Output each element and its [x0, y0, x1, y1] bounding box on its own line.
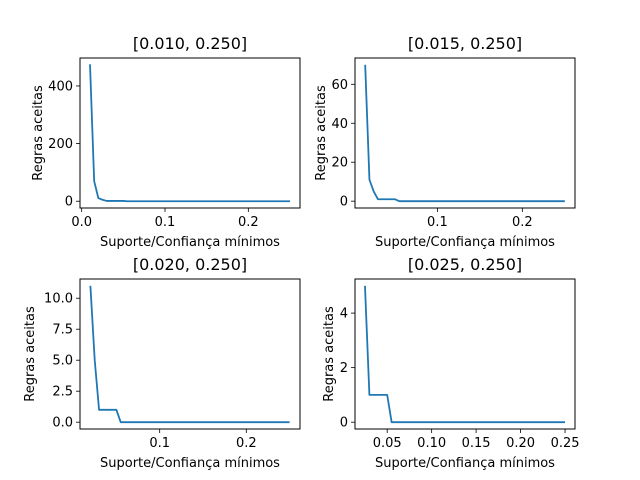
subplot-bottom-right: 0.05 0.10 0.15 0.20 0.25 0 2 4 [0.025, 0.250] Sup… — [322, 255, 580, 471]
x-tick-label: 0.1 — [427, 215, 448, 230]
plot-frame — [354, 57, 576, 209]
y-tick-label: 200 — [48, 137, 73, 152]
plot-frame — [79, 57, 301, 209]
y-axis-label: Regras aceitas — [314, 85, 329, 181]
plot-frame — [354, 278, 576, 430]
x-tick-label: 0.05 — [373, 436, 402, 451]
plot-frame — [79, 278, 301, 430]
y-tick-label: 4 — [340, 307, 348, 322]
subplot-top-left: 0.0 0.1 0.2 0 200 400 [0.010, 0.250] Suporte/Co… — [31, 34, 301, 250]
y-tick-label: 40 — [331, 117, 348, 132]
y-tick-label: 7.5 — [52, 323, 73, 338]
chart-title: [0.025, 0.250] — [408, 255, 522, 274]
x-tick-label: 0.2 — [238, 215, 259, 230]
y-tick-label: 5.0 — [52, 354, 73, 369]
y-tick-label: 0 — [65, 195, 73, 210]
series-line — [364, 285, 566, 424]
x-axis-label: Suporte/Confiança mínimos — [100, 456, 280, 471]
y-tick-label: 2.5 — [52, 385, 73, 400]
y-tick-label: 400 — [48, 79, 73, 94]
x-axis-label: Suporte/Confiança mínimos — [375, 456, 555, 471]
y-tick-label: 0.0 — [52, 416, 73, 431]
x-tick-label: 0.2 — [236, 436, 257, 451]
chart-title: [0.010, 0.250] — [133, 34, 247, 53]
x-tick-label: 0.20 — [506, 436, 535, 451]
y-axis-label: Regras aceitas — [31, 85, 46, 181]
subplot-top-right: 0.1 0.2 0 20 40 60 [0.015, 0.250] Suporte/Confi… — [314, 34, 576, 250]
x-tick-label: 0.0 — [71, 215, 92, 230]
x-tick-label: 0.15 — [462, 436, 491, 451]
y-tick-label: 10.0 — [44, 292, 73, 307]
y-tick-label: 0 — [340, 416, 348, 431]
y-tick-label: 20 — [331, 156, 348, 171]
y-axis-label: Regras aceitas — [322, 306, 337, 402]
chart-title: [0.015, 0.250] — [408, 34, 522, 53]
x-axis-label: Suporte/Confiança mínimos — [100, 235, 280, 250]
x-axis-label: Suporte/Confiança mínimos — [375, 235, 555, 250]
y-tick-label: 60 — [331, 78, 348, 93]
y-axis-label: Regras aceitas — [23, 306, 38, 402]
subplot-bottom-left: 0.1 0.2 0.0 2.5 5.0 7.5 10.0 [0.020, 0.250] Supo… — [23, 255, 301, 471]
x-tick-label: 0.10 — [417, 436, 446, 451]
y-tick-label: 2 — [340, 361, 348, 376]
x-tick-label: 0.1 — [155, 215, 176, 230]
y-tick-label: 0 — [340, 195, 348, 210]
x-tick-label: 0.1 — [149, 436, 170, 451]
x-tick-label: 0.2 — [512, 215, 533, 230]
series-line — [89, 64, 290, 203]
x-tick-label: 0.25 — [551, 436, 580, 451]
chart-title: [0.020, 0.250] — [133, 255, 247, 274]
series-line — [364, 64, 565, 203]
series-line — [89, 285, 290, 424]
